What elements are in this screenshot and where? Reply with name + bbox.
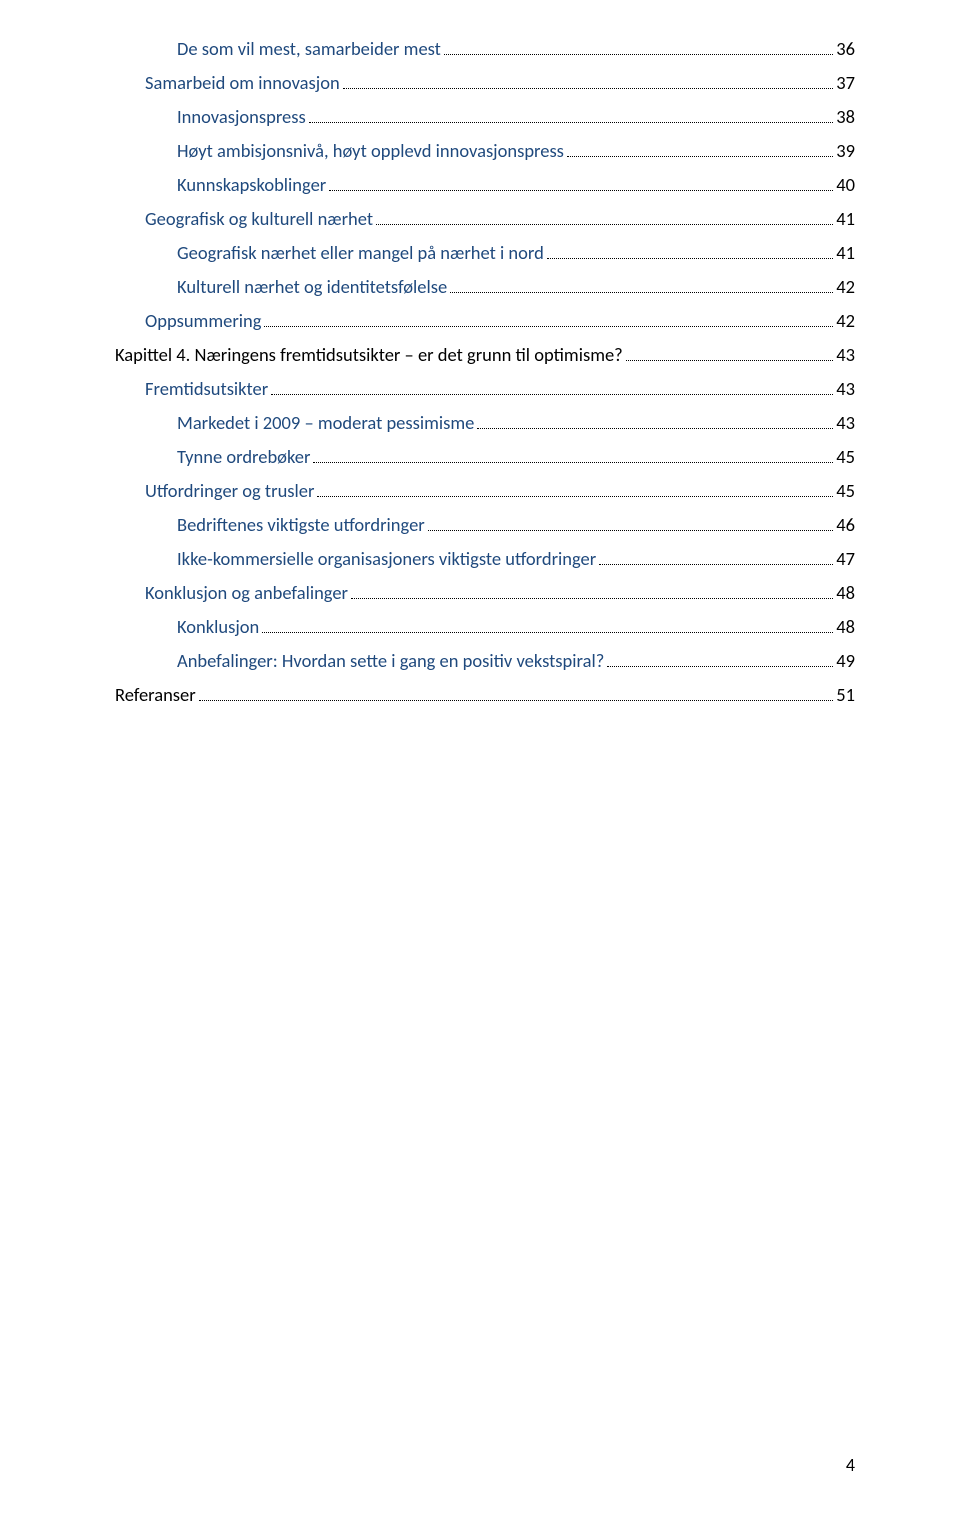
toc-leader-dots	[351, 588, 833, 599]
toc-entry-title: Referanser	[115, 686, 196, 705]
toc-leader-dots	[444, 44, 833, 55]
toc-leader-dots	[264, 316, 833, 327]
toc-entry-page: 41	[836, 210, 855, 229]
toc-entry-title: Kapittel 4. Næringens fremtidsutsikter –…	[115, 346, 623, 365]
toc-leader-dots	[343, 78, 834, 89]
toc-entry: Kulturell nærhet og identitetsfølelse 42	[115, 278, 855, 297]
toc-entry-page: 39	[836, 142, 855, 161]
toc-entry-title: Geografisk nærhet eller mangel på nærhet…	[177, 244, 544, 263]
toc-entry: Utfordringer og trusler 45	[115, 482, 855, 501]
toc-entry: Samarbeid om innovasjon 37	[115, 74, 855, 93]
toc-entry-title: Bedriftenes viktigste utfordringer	[177, 516, 425, 535]
toc-entry: Ikke-kommersielle organisasjoners viktig…	[115, 550, 855, 569]
toc-entry: Referanser 51	[115, 686, 855, 705]
toc-leader-dots	[547, 248, 833, 259]
toc-entry: De som vil mest, samarbeider mest 36	[115, 40, 855, 59]
toc-entry: Geografisk og kulturell nærhet 41	[115, 210, 855, 229]
toc-leader-dots	[262, 622, 833, 633]
toc-entry-title: Kunnskapskoblinger	[177, 176, 326, 195]
toc-leader-dots	[199, 690, 834, 701]
toc-entry-title: Innovasjonspress	[177, 108, 306, 127]
toc-entry: Bedriftenes viktigste utfordringer 46	[115, 516, 855, 535]
toc-entry-title: Kulturell nærhet og identitetsfølelse	[177, 278, 447, 297]
toc-leader-dots	[313, 452, 833, 463]
toc-entry: Innovasjonspress 38	[115, 108, 855, 127]
toc-entry-title: Markedet i 2009 – moderat pessimisme	[177, 414, 474, 433]
toc-entry-title: Oppsummering	[145, 312, 261, 331]
page-number: 4	[846, 1454, 855, 1476]
toc-entry-page: 46	[836, 516, 855, 535]
toc-entry: Konklusjon og anbefalinger 48	[115, 584, 855, 603]
toc-leader-dots	[309, 112, 834, 123]
toc-entry-title: Høyt ambisjonsnivå, høyt opplevd innovas…	[177, 142, 564, 161]
toc-entry-page: 42	[836, 312, 855, 331]
toc-entry-page: 43	[836, 346, 855, 365]
toc-entry-title: Fremtidsutsikter	[145, 380, 268, 399]
toc-entry-page: 36	[836, 40, 855, 59]
toc-entry: Fremtidsutsikter 43	[115, 380, 855, 399]
toc-entry-title: De som vil mest, samarbeider mest	[177, 40, 441, 59]
toc-leader-dots	[599, 554, 833, 565]
toc-entry-page: 48	[836, 584, 855, 603]
toc-leader-dots	[567, 146, 833, 157]
toc-entry-title: Anbefalinger: Hvordan sette i gang en po…	[177, 652, 604, 671]
toc-entry-page: 51	[836, 686, 855, 705]
toc-entry-title: Geografisk og kulturell nærhet	[145, 210, 373, 229]
toc-entry-title: Tynne ordrebøker	[177, 448, 310, 467]
toc-leader-dots	[376, 214, 833, 225]
toc-entry: Kunnskapskoblinger 40	[115, 176, 855, 195]
toc-entry-title: Konklusjon	[177, 618, 259, 637]
table-of-contents: De som vil mest, samarbeider mest 36 Samar…	[115, 40, 855, 705]
document-page: De som vil mest, samarbeider mest 36 Samar…	[0, 0, 960, 1528]
toc-entry-title: Ikke-kommersielle organisasjoners viktig…	[177, 550, 596, 569]
toc-entry-page: 40	[836, 176, 855, 195]
toc-entry: Kapittel 4. Næringens fremtidsutsikter –…	[115, 346, 855, 365]
toc-entry-page: 43	[836, 380, 855, 399]
toc-entry: Tynne ordrebøker 45	[115, 448, 855, 467]
toc-entry-page: 45	[836, 482, 855, 501]
toc-entry-page: 43	[836, 414, 855, 433]
toc-entry-page: 41	[836, 244, 855, 263]
toc-entry-page: 48	[836, 618, 855, 637]
toc-entry: Konklusjon 48	[115, 618, 855, 637]
toc-entry-page: 49	[836, 652, 855, 671]
toc-entry-title: Samarbeid om innovasjon	[145, 74, 340, 93]
toc-entry: Geografisk nærhet eller mangel på nærhet…	[115, 244, 855, 263]
toc-entry-page: 38	[836, 108, 855, 127]
toc-leader-dots	[317, 486, 833, 497]
toc-entry-title: Utfordringer og trusler	[145, 482, 314, 501]
toc-entry-page: 45	[836, 448, 855, 467]
toc-leader-dots	[271, 384, 833, 395]
toc-leader-dots	[329, 180, 833, 191]
toc-leader-dots	[428, 520, 834, 531]
toc-entry: Markedet i 2009 – moderat pessimisme 43	[115, 414, 855, 433]
toc-leader-dots	[607, 656, 833, 667]
toc-entry-title: Konklusjon og anbefalinger	[145, 584, 348, 603]
toc-entry: Oppsummering 42	[115, 312, 855, 331]
toc-entry: Anbefalinger: Hvordan sette i gang en po…	[115, 652, 855, 671]
toc-entry: Høyt ambisjonsnivå, høyt opplevd innovas…	[115, 142, 855, 161]
toc-entry-page: 47	[836, 550, 855, 569]
toc-leader-dots	[450, 282, 833, 293]
toc-leader-dots	[626, 350, 833, 361]
toc-entry-page: 42	[836, 278, 855, 297]
toc-entry-page: 37	[836, 74, 855, 93]
toc-leader-dots	[477, 418, 833, 429]
